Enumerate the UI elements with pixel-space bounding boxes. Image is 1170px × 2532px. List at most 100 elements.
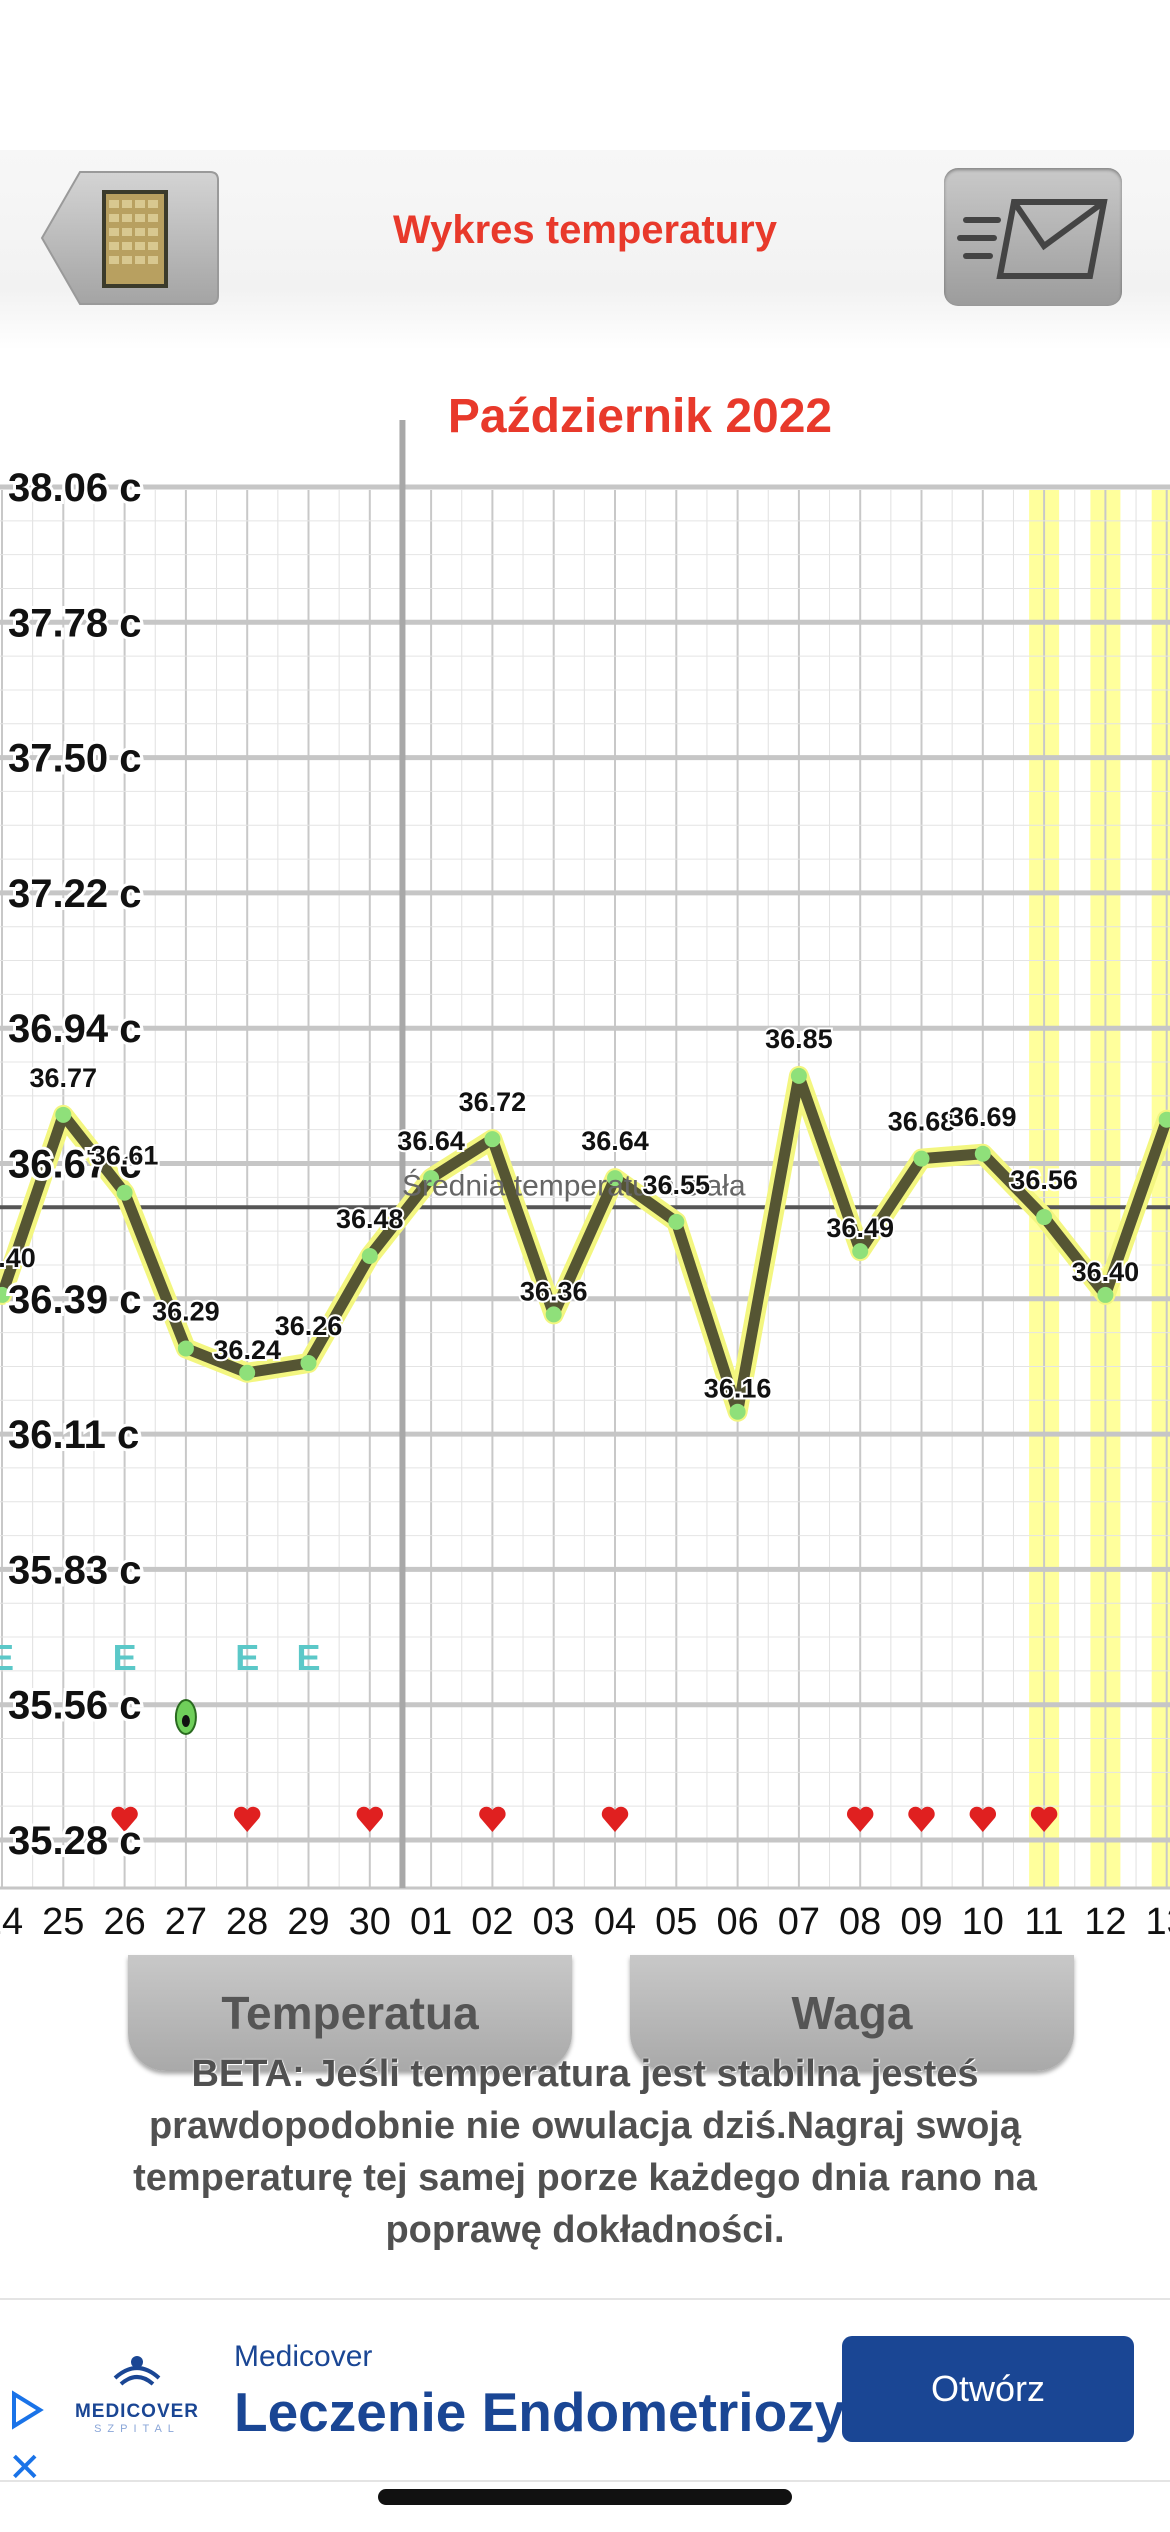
heart-icon (908, 1806, 935, 1832)
e-marker: E (113, 1637, 137, 1678)
x-tick-label: 03 (533, 1901, 575, 1943)
data-label: 36.40 (1072, 1257, 1140, 1287)
temperature-point (1097, 1286, 1114, 1303)
heart-icon (969, 1806, 997, 1832)
ad-open-button[interactable]: Otwórz (842, 2336, 1134, 2442)
temperature-point (423, 1170, 440, 1187)
y-tick-label: 36.11 c (8, 1413, 139, 1457)
y-tick-label: 36.39 c (8, 1278, 141, 1322)
data-label: 36.40 (0, 1243, 36, 1273)
chart-title: Październik 2022 (448, 390, 832, 443)
tab-weight[interactable]: Waga (630, 1955, 1074, 2071)
heart-icon (111, 1806, 138, 1832)
temperature-point (852, 1243, 869, 1260)
x-tick-label: 05 (655, 1901, 697, 1943)
heart-icon (479, 1806, 506, 1832)
average-line-label: Średnia temperatura ciała (402, 1168, 746, 1202)
data-label: 36.56 (1010, 1165, 1078, 1195)
x-tick-label: 13 (1146, 1901, 1170, 1943)
y-tick-label: 38.06 c (8, 466, 141, 510)
mail-icon (957, 199, 1108, 279)
data-label: 36.26 (275, 1311, 343, 1341)
temperature-point (0, 1286, 10, 1303)
temperature-point (790, 1067, 807, 1084)
medicover-logo-icon (113, 2356, 161, 2386)
temperature-point (607, 1170, 623, 1187)
tab-temperature[interactable]: Temperatua (128, 1955, 572, 2071)
y-tick-label: 35.28 c (8, 1819, 141, 1863)
temperature-point (300, 1355, 317, 1372)
data-label: 36.61 (91, 1141, 159, 1171)
data-label: 36.77 (30, 1063, 98, 1093)
data-label: 36.48 (336, 1204, 404, 1234)
y-tick-label: 37.78 c (8, 601, 141, 645)
x-tick-label: 26 (103, 1901, 145, 1943)
temperature-point (1036, 1209, 1053, 1226)
x-tick-label: 11 (1024, 1901, 1063, 1943)
temperature-point (913, 1150, 930, 1167)
y-tick-label: 36.94 c (8, 1007, 141, 1051)
ad-brand: Medicover (234, 2340, 373, 2373)
data-label: 36.85 (765, 1024, 833, 1054)
y-tick-label: 36.67 c (8, 1143, 141, 1187)
temperature-point (484, 1131, 501, 1148)
x-tick-label: 28 (226, 1901, 268, 1943)
e-marker: E (296, 1637, 320, 1678)
x-tick-label: 08 (839, 1901, 881, 1943)
ad-logo-text: MEDICOVER (74, 2401, 200, 2422)
data-label: 36.55 (643, 1170, 711, 1200)
temperature-point (974, 1145, 991, 1162)
data-label: 36.29 (152, 1296, 220, 1326)
x-tick-label: 02 (471, 1901, 513, 1943)
data-label: 36.24 (213, 1335, 281, 1365)
temperature-point (545, 1306, 562, 1323)
x-tick-label: 25 (42, 1901, 84, 1943)
calendar-back-button[interactable] (40, 168, 220, 308)
temperature-line (0, 1070, 1170, 1418)
ovulation-test-dot (181, 1715, 190, 1727)
x-tick-label: 30 (349, 1901, 391, 1943)
x-tick-label: 27 (165, 1901, 207, 1943)
data-label: 36.16 (704, 1374, 772, 1404)
y-tick-label: 37.22 c (8, 872, 141, 916)
x-tick-label: 09 (900, 1901, 942, 1943)
x-tick-label: 10 (962, 1901, 1004, 1943)
x-tick-label: 29 (287, 1901, 329, 1943)
home-indicator (378, 2489, 792, 2505)
temperature-point (55, 1106, 72, 1123)
x-tick-label: 01 (410, 1901, 452, 1943)
data-label: 36.72 (459, 1087, 527, 1117)
temperature-point (361, 1247, 378, 1264)
medicover-logo: MEDICOVER SZPITAL (72, 2352, 202, 2442)
x-tick-label: 04 (594, 1901, 636, 1943)
x-tick-label: 12 (1084, 1901, 1126, 1943)
temperature-point (1158, 1111, 1170, 1128)
data-label: 36.36 (520, 1276, 588, 1306)
data-label: 36.69 (949, 1102, 1017, 1132)
ad-headline[interactable]: Leczenie Endometriozy (234, 2381, 846, 2443)
ad-banner[interactable]: ✕ MEDICOVER SZPITAL Medicover Leczenie E… (0, 2298, 1170, 2488)
e-marker: E (235, 1637, 259, 1678)
temperature-point (729, 1403, 746, 1420)
y-tick-label: 35.83 c (8, 1548, 141, 1592)
data-label: 36.68 (888, 1107, 956, 1137)
heart-icon (233, 1806, 261, 1832)
x-tick-label: 24 (0, 1901, 23, 1943)
heart-icon (356, 1806, 384, 1832)
temperature-point (668, 1213, 685, 1230)
temperature-point (239, 1364, 256, 1381)
ad-choices-play-icon[interactable] (10, 2390, 44, 2430)
data-label: 36.49 (826, 1213, 894, 1243)
data-label: 36.64 (397, 1126, 465, 1156)
heart-icon (846, 1806, 874, 1832)
heart-icon (1030, 1806, 1058, 1832)
temperature-point (116, 1184, 133, 1201)
e-marker: E (0, 1637, 14, 1678)
ad-logo-sub: SZPITAL (94, 2423, 180, 2435)
highlight-band-13 (1151, 490, 1170, 1888)
info-text: BETA: Jeśli temperatura jest stabilna je… (133, 2053, 1037, 2251)
x-tick-label: 07 (778, 1901, 820, 1943)
ad-close-icon[interactable]: ✕ (8, 2446, 42, 2490)
send-mail-button[interactable] (944, 168, 1122, 306)
